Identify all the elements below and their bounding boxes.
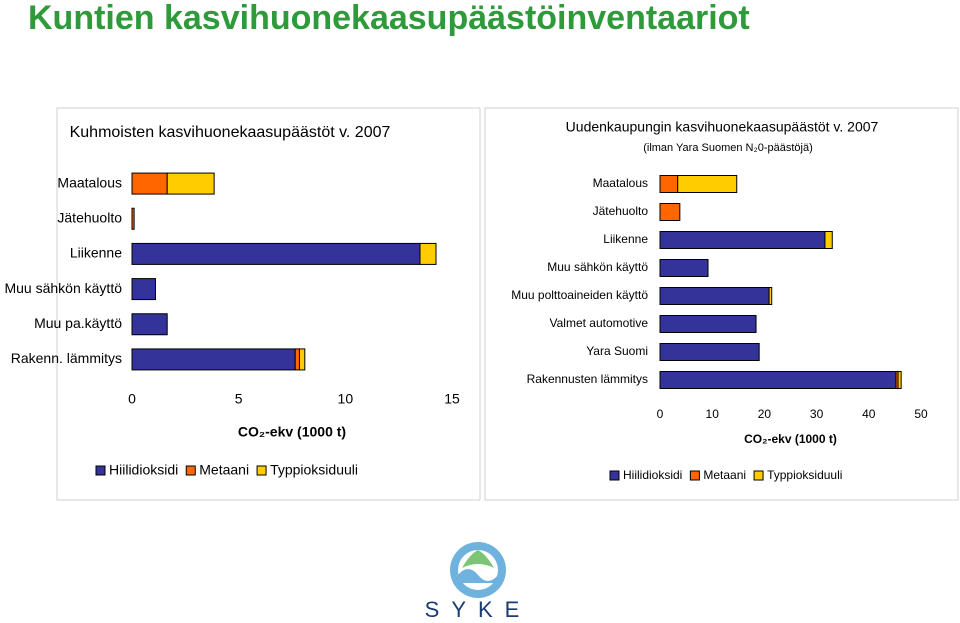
bar-segment: [659, 371, 897, 389]
category-label: Muu sähkön käyttö: [547, 260, 648, 274]
bar-segment: [131, 278, 156, 301]
bar-segment: [659, 231, 826, 249]
legend-swatch: [95, 465, 106, 476]
bar-segment: [131, 172, 168, 195]
legend-label: Metaani: [199, 462, 249, 478]
bar-segment: [659, 259, 709, 277]
category-label: Muu polttoaineiden käyttö: [511, 288, 648, 302]
bar-segment: [824, 231, 833, 249]
legend-label: Hiilidioksidi: [109, 462, 178, 478]
x-tick-label: 0: [657, 407, 664, 421]
bar-segment: [897, 371, 902, 389]
category-label: Rakenn. lämmitys: [11, 350, 122, 366]
category-label: Muu sähkön käyttö: [4, 280, 122, 296]
x-axis-label: CO₂-ekv (1000 t): [744, 432, 837, 446]
x-tick-label: 5: [235, 391, 243, 407]
chart-subtitle: (ilman Yara Suomen N₂0-päästöjä): [643, 142, 813, 154]
legend-label: Metaani: [703, 468, 746, 482]
chart-title: Uudenkaupungin kasvihuonekaasupäästöt v.…: [566, 119, 879, 135]
legend-swatch: [256, 465, 267, 476]
legend-swatch: [753, 470, 764, 481]
bar-segment: [768, 287, 773, 305]
category-label: Maatalous: [57, 174, 122, 190]
x-tick-label: 50: [914, 407, 928, 421]
panel: [484, 107, 959, 501]
bar-segment: [659, 203, 681, 221]
bar-segment: [131, 242, 421, 265]
bar-segment: [131, 348, 296, 371]
x-tick-label: 20: [758, 407, 772, 421]
logo-mark: [450, 542, 506, 598]
bar-segment: [659, 343, 760, 361]
x-tick-label: 15: [444, 391, 460, 407]
x-tick-label: 10: [338, 391, 354, 407]
chart-title: Kuhmoisten kasvihuonekaasupäästöt v. 200…: [70, 124, 391, 141]
legend-label: Typpioksiduuli: [270, 462, 358, 478]
bar-segment: [659, 315, 757, 333]
x-tick-label: 10: [706, 407, 720, 421]
panel: [56, 107, 481, 501]
category-label: Yara Suomi: [586, 344, 648, 358]
bar-segment: [419, 242, 437, 265]
bar-segment: [131, 207, 135, 230]
bar-segment: [131, 313, 168, 336]
category-label: Muu pa.käyttö: [34, 315, 122, 331]
x-axis-label: CO₂-ekv (1000 t): [238, 424, 346, 440]
legend-label: Typpioksiduuli: [767, 468, 842, 482]
logo-text: SYKE: [425, 597, 532, 622]
category-label: Jätehuolto: [593, 204, 649, 218]
heading: Kuntien kasvihuonekaasupäästöinventaario…: [28, 0, 750, 37]
legend-swatch: [609, 470, 620, 481]
bar-segment: [298, 348, 306, 371]
bar-segment: [294, 348, 300, 371]
category-label: Jätehuolto: [57, 209, 122, 225]
category-label: Liikenne: [70, 245, 122, 261]
bar-segment: [166, 172, 215, 195]
bar-segment: [677, 175, 738, 193]
category-label: Rakennusten lämmitys: [527, 372, 648, 386]
bar-segment: [659, 287, 770, 305]
x-tick-label: 0: [128, 391, 136, 407]
legend-label: Hiilidioksidi: [623, 468, 682, 482]
x-tick-label: 40: [862, 407, 876, 421]
legend-swatch: [689, 470, 700, 481]
bar-segment: [659, 175, 679, 193]
category-label: Valmet automotive: [550, 316, 649, 330]
legend-swatch: [185, 465, 196, 476]
x-tick-label: 30: [810, 407, 824, 421]
category-label: Maatalous: [593, 176, 648, 190]
category-label: Liikenne: [603, 232, 648, 246]
